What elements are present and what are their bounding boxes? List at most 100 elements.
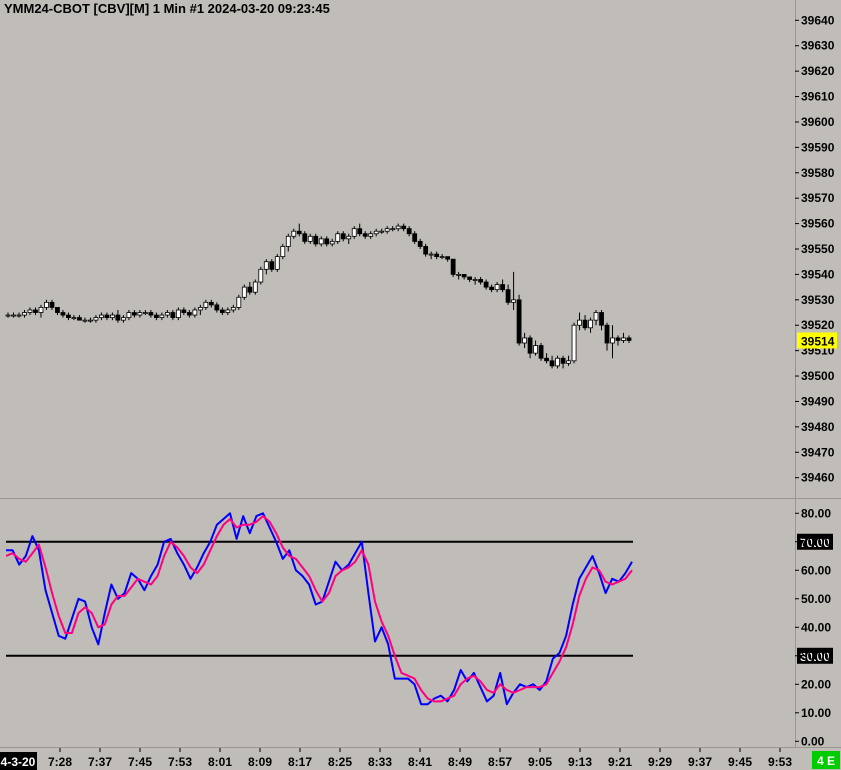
time-tick-label: 8:09 <box>248 755 272 769</box>
candle <box>412 231 418 244</box>
candle <box>439 254 445 260</box>
candle <box>219 307 225 316</box>
candle <box>99 312 104 321</box>
candle <box>538 343 544 361</box>
candle <box>478 276 484 285</box>
candle <box>544 353 549 364</box>
osc-series-line <box>5 515 633 703</box>
candle <box>560 355 566 369</box>
price-tick-label: 39570 <box>801 191 835 205</box>
price-tick-label: 39550 <box>801 242 835 256</box>
candle <box>121 315 126 323</box>
osc-tick-label: 60.00 <box>801 563 831 577</box>
price-tick-label: 39470 <box>801 445 835 459</box>
time-tick-label: 9:21 <box>608 755 632 769</box>
time-tick-label: 7:53 <box>168 755 192 769</box>
candle <box>621 332 626 344</box>
candle <box>417 238 423 249</box>
price-axis: 39640 39630 39620 39610 39600 39590 39580 39570… <box>795 13 835 485</box>
candle <box>335 231 341 244</box>
candle <box>280 243 286 260</box>
candle <box>38 304 44 318</box>
time-axis: 4-3-20 7:28 7:37 7:45 7:53 8:01 8:09 8:17 8:25 8:… <box>0 748 792 770</box>
candle <box>461 274 467 280</box>
candle <box>93 315 99 323</box>
time-tick-label: 8:49 <box>448 755 472 769</box>
price-tick-label: 39560 <box>801 217 835 231</box>
candle <box>555 355 560 369</box>
candle <box>16 312 22 318</box>
candle <box>159 312 165 321</box>
candle <box>230 304 236 313</box>
candle <box>384 226 390 234</box>
candle <box>489 284 495 293</box>
candle <box>269 259 275 272</box>
candle <box>285 233 291 252</box>
time-tick-label: 8:33 <box>368 755 392 769</box>
candle <box>247 282 253 295</box>
price-candles <box>5 223 632 369</box>
candle <box>170 309 176 321</box>
candle <box>351 226 357 239</box>
candle <box>527 335 533 359</box>
candle <box>516 294 522 346</box>
candle <box>615 335 621 346</box>
candle <box>593 309 599 326</box>
candle <box>126 309 132 321</box>
candle <box>604 322 610 351</box>
candle <box>428 251 434 260</box>
candle <box>406 226 412 237</box>
candle <box>208 299 214 308</box>
candle <box>313 233 319 247</box>
candle <box>22 309 27 318</box>
last-price-label: 39514 <box>801 334 835 348</box>
price-tick-label: 39590 <box>801 140 835 154</box>
candle <box>533 340 538 356</box>
time-tick-label: 9:37 <box>688 755 712 769</box>
time-tick-label: 8:57 <box>488 755 512 769</box>
candle <box>340 231 346 242</box>
price-tick-label: 39480 <box>801 420 835 434</box>
candle <box>258 266 264 285</box>
price-tick-label: 39530 <box>801 293 835 307</box>
candle <box>423 243 429 257</box>
candle <box>379 228 385 234</box>
price-tick-label: 39460 <box>801 471 835 485</box>
candle <box>175 307 181 321</box>
time-tick-label: 9:05 <box>528 755 552 769</box>
price-tick-label: 39620 <box>801 64 835 78</box>
candle <box>373 228 379 237</box>
osc-tick-label: 0.00 <box>801 734 825 748</box>
candle <box>137 309 143 318</box>
oscillator-lines <box>5 512 633 706</box>
candle <box>104 312 110 321</box>
candle <box>44 299 49 310</box>
osc-tick-label: 50.00 <box>801 592 831 606</box>
candle <box>241 284 247 300</box>
candle <box>522 332 527 349</box>
candle <box>599 309 604 331</box>
candle <box>362 231 368 239</box>
candle <box>60 309 66 318</box>
candle <box>610 325 615 359</box>
candle <box>153 312 159 321</box>
candle <box>11 312 16 318</box>
level-label: 30.00 <box>800 650 830 664</box>
candle <box>164 309 170 318</box>
candle <box>307 233 313 244</box>
candle <box>55 307 60 316</box>
candle <box>27 307 33 316</box>
oscillator-levels: 70.00 30.00 <box>6 533 833 664</box>
scroll-badge[interactable]: 4 E <box>812 751 840 769</box>
time-tick-label: 8:17 <box>288 755 312 769</box>
time-tick-label: 9:13 <box>568 755 592 769</box>
candle <box>588 317 593 333</box>
candle <box>571 322 577 364</box>
candle <box>131 309 137 318</box>
candle <box>252 279 258 295</box>
candle <box>467 276 473 283</box>
last-price-marker: 39514 <box>797 332 837 349</box>
candle <box>395 223 401 232</box>
price-tick-label: 39540 <box>801 267 835 281</box>
